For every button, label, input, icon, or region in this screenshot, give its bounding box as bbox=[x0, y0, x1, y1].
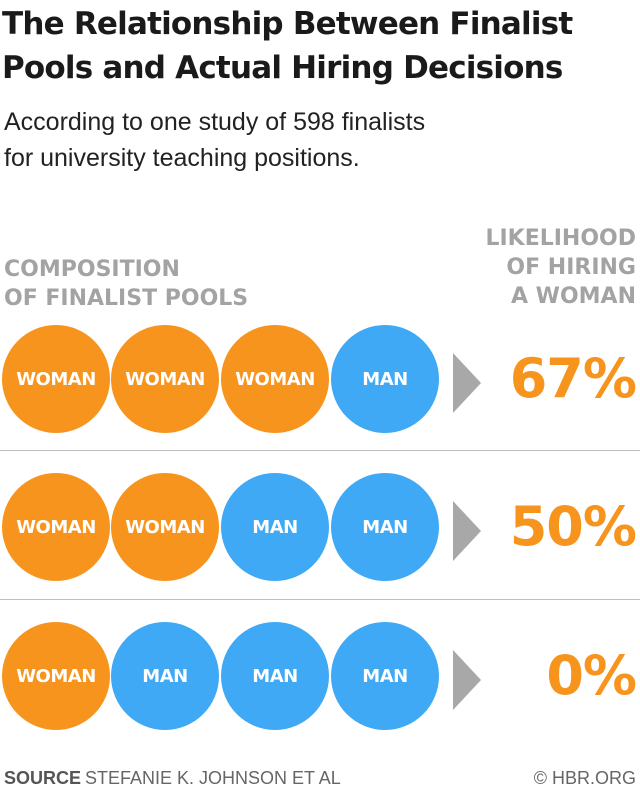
woman-circle: WOMAN bbox=[2, 325, 110, 433]
arrow-icon bbox=[453, 353, 481, 413]
arrow-icon bbox=[453, 650, 481, 710]
pool-row: WOMAN MAN MAN MAN 0% bbox=[0, 622, 640, 732]
man-circle: MAN bbox=[221, 473, 329, 581]
arrow-icon bbox=[453, 501, 481, 561]
man-circle: MAN bbox=[221, 622, 329, 730]
likelihood-header-line-2: OF HIRING bbox=[506, 255, 636, 280]
row-divider bbox=[0, 450, 640, 451]
chart-subtitle: According to one study of 598 finalists … bbox=[4, 104, 636, 176]
chart-title: The Relationship Between Finalist Pools … bbox=[2, 2, 638, 90]
pool-row: WOMAN WOMAN MAN MAN 50% bbox=[0, 473, 640, 583]
likelihood-value: 0% bbox=[546, 644, 637, 707]
row-divider bbox=[0, 599, 640, 600]
credit: © HBR.ORG bbox=[533, 768, 636, 788]
woman-circle: WOMAN bbox=[2, 622, 110, 730]
woman-circle: WOMAN bbox=[111, 325, 219, 433]
pool-row: WOMAN WOMAN WOMAN MAN 67% bbox=[0, 325, 640, 435]
man-circle: MAN bbox=[111, 622, 219, 730]
composition-header-line-2: OF FINALIST POOLS bbox=[4, 286, 249, 311]
subtitle-line-2: for university teaching positions. bbox=[4, 144, 360, 172]
woman-circle: WOMAN bbox=[111, 473, 219, 581]
woman-circle: WOMAN bbox=[221, 325, 329, 433]
likelihood-header-line-1: LIKELIHOOD bbox=[485, 226, 636, 251]
likelihood-header-line-3: A WOMAN bbox=[511, 284, 636, 309]
source-label: SOURCE bbox=[4, 768, 82, 788]
man-circle: MAN bbox=[331, 622, 439, 730]
footer: SOURCE STEFANIE K. JOHNSON ET AL © HBR.OR… bbox=[4, 768, 636, 792]
title-line-2: Pools and Actual Hiring Decisions bbox=[2, 50, 563, 86]
likelihood-value: 67% bbox=[509, 347, 637, 410]
likelihood-value: 50% bbox=[509, 495, 637, 558]
man-circle: MAN bbox=[331, 325, 439, 433]
man-circle: MAN bbox=[331, 473, 439, 581]
subtitle-line-1: According to one study of 598 finalists bbox=[4, 108, 426, 136]
title-line-1: The Relationship Between Finalist bbox=[2, 6, 573, 42]
composition-header-line-1: COMPOSITION bbox=[4, 257, 180, 282]
likelihood-header: LIKELIHOOD OF HIRING A WOMAN bbox=[485, 224, 636, 311]
composition-header: COMPOSITION OF FINALIST POOLS bbox=[4, 255, 248, 313]
woman-circle: WOMAN bbox=[2, 473, 110, 581]
source-text: STEFANIE K. JOHNSON ET AL bbox=[85, 768, 341, 788]
